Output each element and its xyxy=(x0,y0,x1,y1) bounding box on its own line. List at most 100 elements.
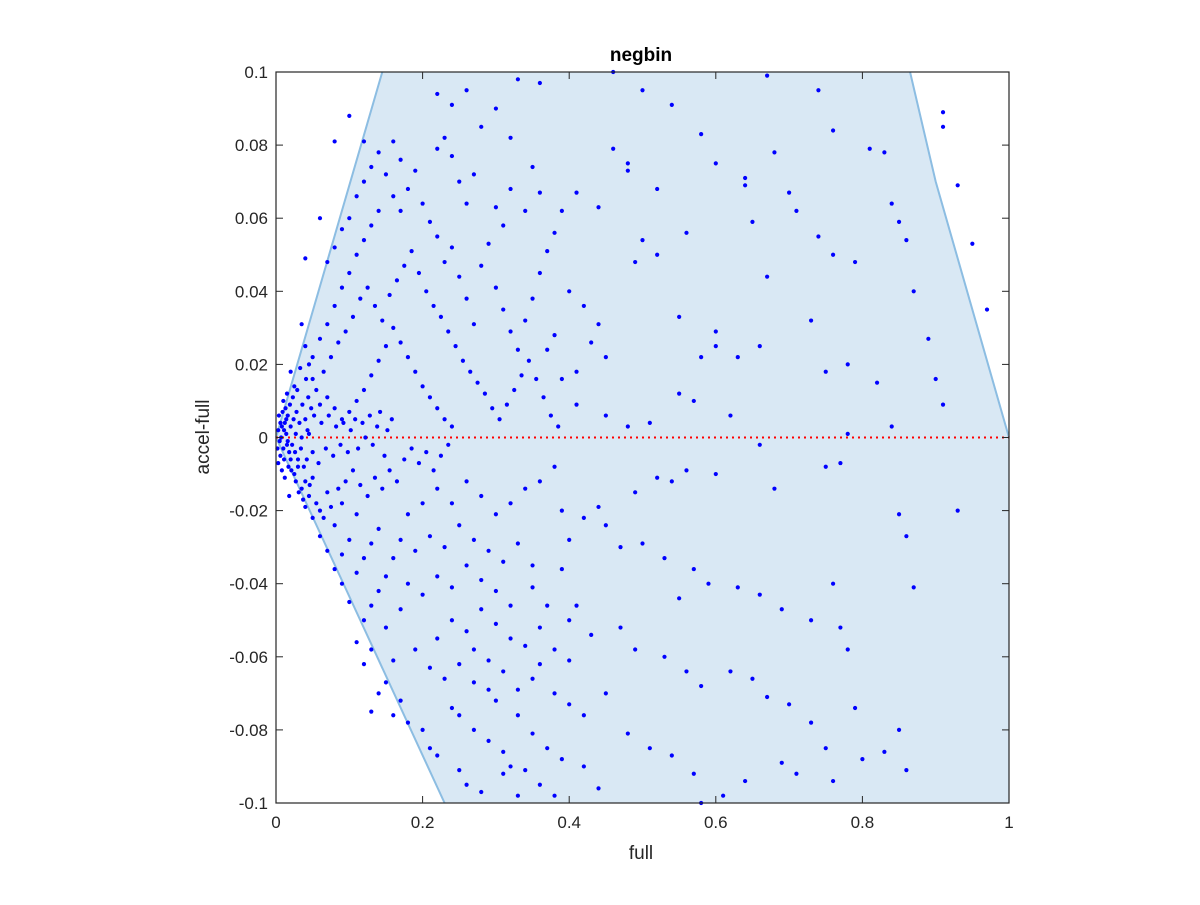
data-point xyxy=(405,512,411,517)
data-point xyxy=(556,424,561,429)
data-point xyxy=(486,241,491,246)
data-point xyxy=(603,691,608,696)
data-point xyxy=(567,702,572,707)
data-point xyxy=(358,482,363,488)
data-point xyxy=(345,450,350,455)
data-point xyxy=(508,329,513,334)
data-point xyxy=(365,285,370,290)
data-point xyxy=(435,636,440,641)
data-point xyxy=(435,91,440,97)
data-point xyxy=(823,746,828,751)
data-point xyxy=(376,526,381,531)
data-point xyxy=(655,475,660,480)
data-point xyxy=(288,424,293,429)
data-point xyxy=(449,501,455,506)
data-point xyxy=(398,208,403,213)
data-point xyxy=(559,566,564,572)
data-point xyxy=(699,683,704,689)
data-point xyxy=(882,150,887,155)
data-point xyxy=(332,245,337,250)
data-point xyxy=(596,205,601,210)
data-point xyxy=(354,252,359,257)
data-point xyxy=(896,727,902,733)
data-point xyxy=(519,373,524,378)
data-point xyxy=(304,457,309,462)
data-point xyxy=(310,376,315,382)
data-point xyxy=(647,420,652,425)
data-point xyxy=(757,442,762,447)
data-point xyxy=(317,508,323,513)
data-point xyxy=(464,782,469,787)
data-point xyxy=(713,161,718,166)
data-point xyxy=(281,398,286,404)
data-point xyxy=(493,698,498,703)
data-point xyxy=(486,687,491,692)
data-point xyxy=(457,523,462,528)
data-point xyxy=(277,439,282,444)
data-point xyxy=(402,263,407,268)
data-point xyxy=(424,450,429,455)
data-point xyxy=(446,329,451,334)
data-point xyxy=(596,504,601,510)
data-point xyxy=(545,248,550,254)
data-point xyxy=(299,322,304,327)
data-point xyxy=(339,227,345,232)
data-point xyxy=(298,446,304,451)
data-point xyxy=(287,402,293,407)
data-point xyxy=(860,757,865,762)
data-point xyxy=(479,789,484,795)
data-point xyxy=(394,278,400,283)
data-point xyxy=(438,453,444,458)
data-point xyxy=(713,329,718,334)
data-point xyxy=(299,486,304,491)
data-point xyxy=(375,424,380,429)
data-point xyxy=(567,658,572,663)
data-point xyxy=(306,431,312,436)
y-tick-label: 0 xyxy=(259,429,268,448)
data-point xyxy=(497,417,502,422)
data-point xyxy=(332,139,337,144)
data-point xyxy=(471,647,477,652)
y-tick-label: -0.08 xyxy=(229,721,268,740)
data-point xyxy=(280,409,285,415)
data-point xyxy=(596,322,601,327)
data-point xyxy=(633,490,638,495)
data-point xyxy=(530,164,535,170)
data-point xyxy=(537,80,542,86)
x-tick-label: 0.8 xyxy=(851,813,875,832)
data-point xyxy=(471,680,477,685)
data-point xyxy=(552,464,557,469)
data-point xyxy=(721,793,726,798)
data-point xyxy=(332,566,337,572)
data-point xyxy=(479,493,484,499)
data-point xyxy=(677,391,682,396)
data-point xyxy=(838,460,843,466)
data-point xyxy=(435,574,440,579)
data-point xyxy=(369,709,374,714)
data-point xyxy=(288,369,293,374)
data-point xyxy=(306,395,311,400)
data-point xyxy=(306,493,312,499)
data-point xyxy=(504,402,509,407)
data-point xyxy=(699,354,704,360)
data-point xyxy=(293,431,298,436)
data-point xyxy=(464,201,469,206)
data-point xyxy=(940,402,946,407)
data-point xyxy=(354,640,359,645)
data-point xyxy=(420,592,425,597)
points-layer xyxy=(275,69,990,806)
data-point xyxy=(343,329,348,334)
y-tick-label: -0.06 xyxy=(229,648,268,667)
data-point xyxy=(552,793,557,798)
data-point xyxy=(283,406,288,411)
data-point xyxy=(889,201,894,206)
data-point xyxy=(464,479,469,484)
data-point xyxy=(867,146,872,151)
data-point xyxy=(552,333,557,338)
data-point xyxy=(416,460,422,466)
data-point xyxy=(508,636,513,641)
data-point xyxy=(420,201,425,206)
x-tick-label: 1 xyxy=(1004,813,1013,832)
data-point xyxy=(552,647,557,652)
data-point xyxy=(299,435,304,440)
